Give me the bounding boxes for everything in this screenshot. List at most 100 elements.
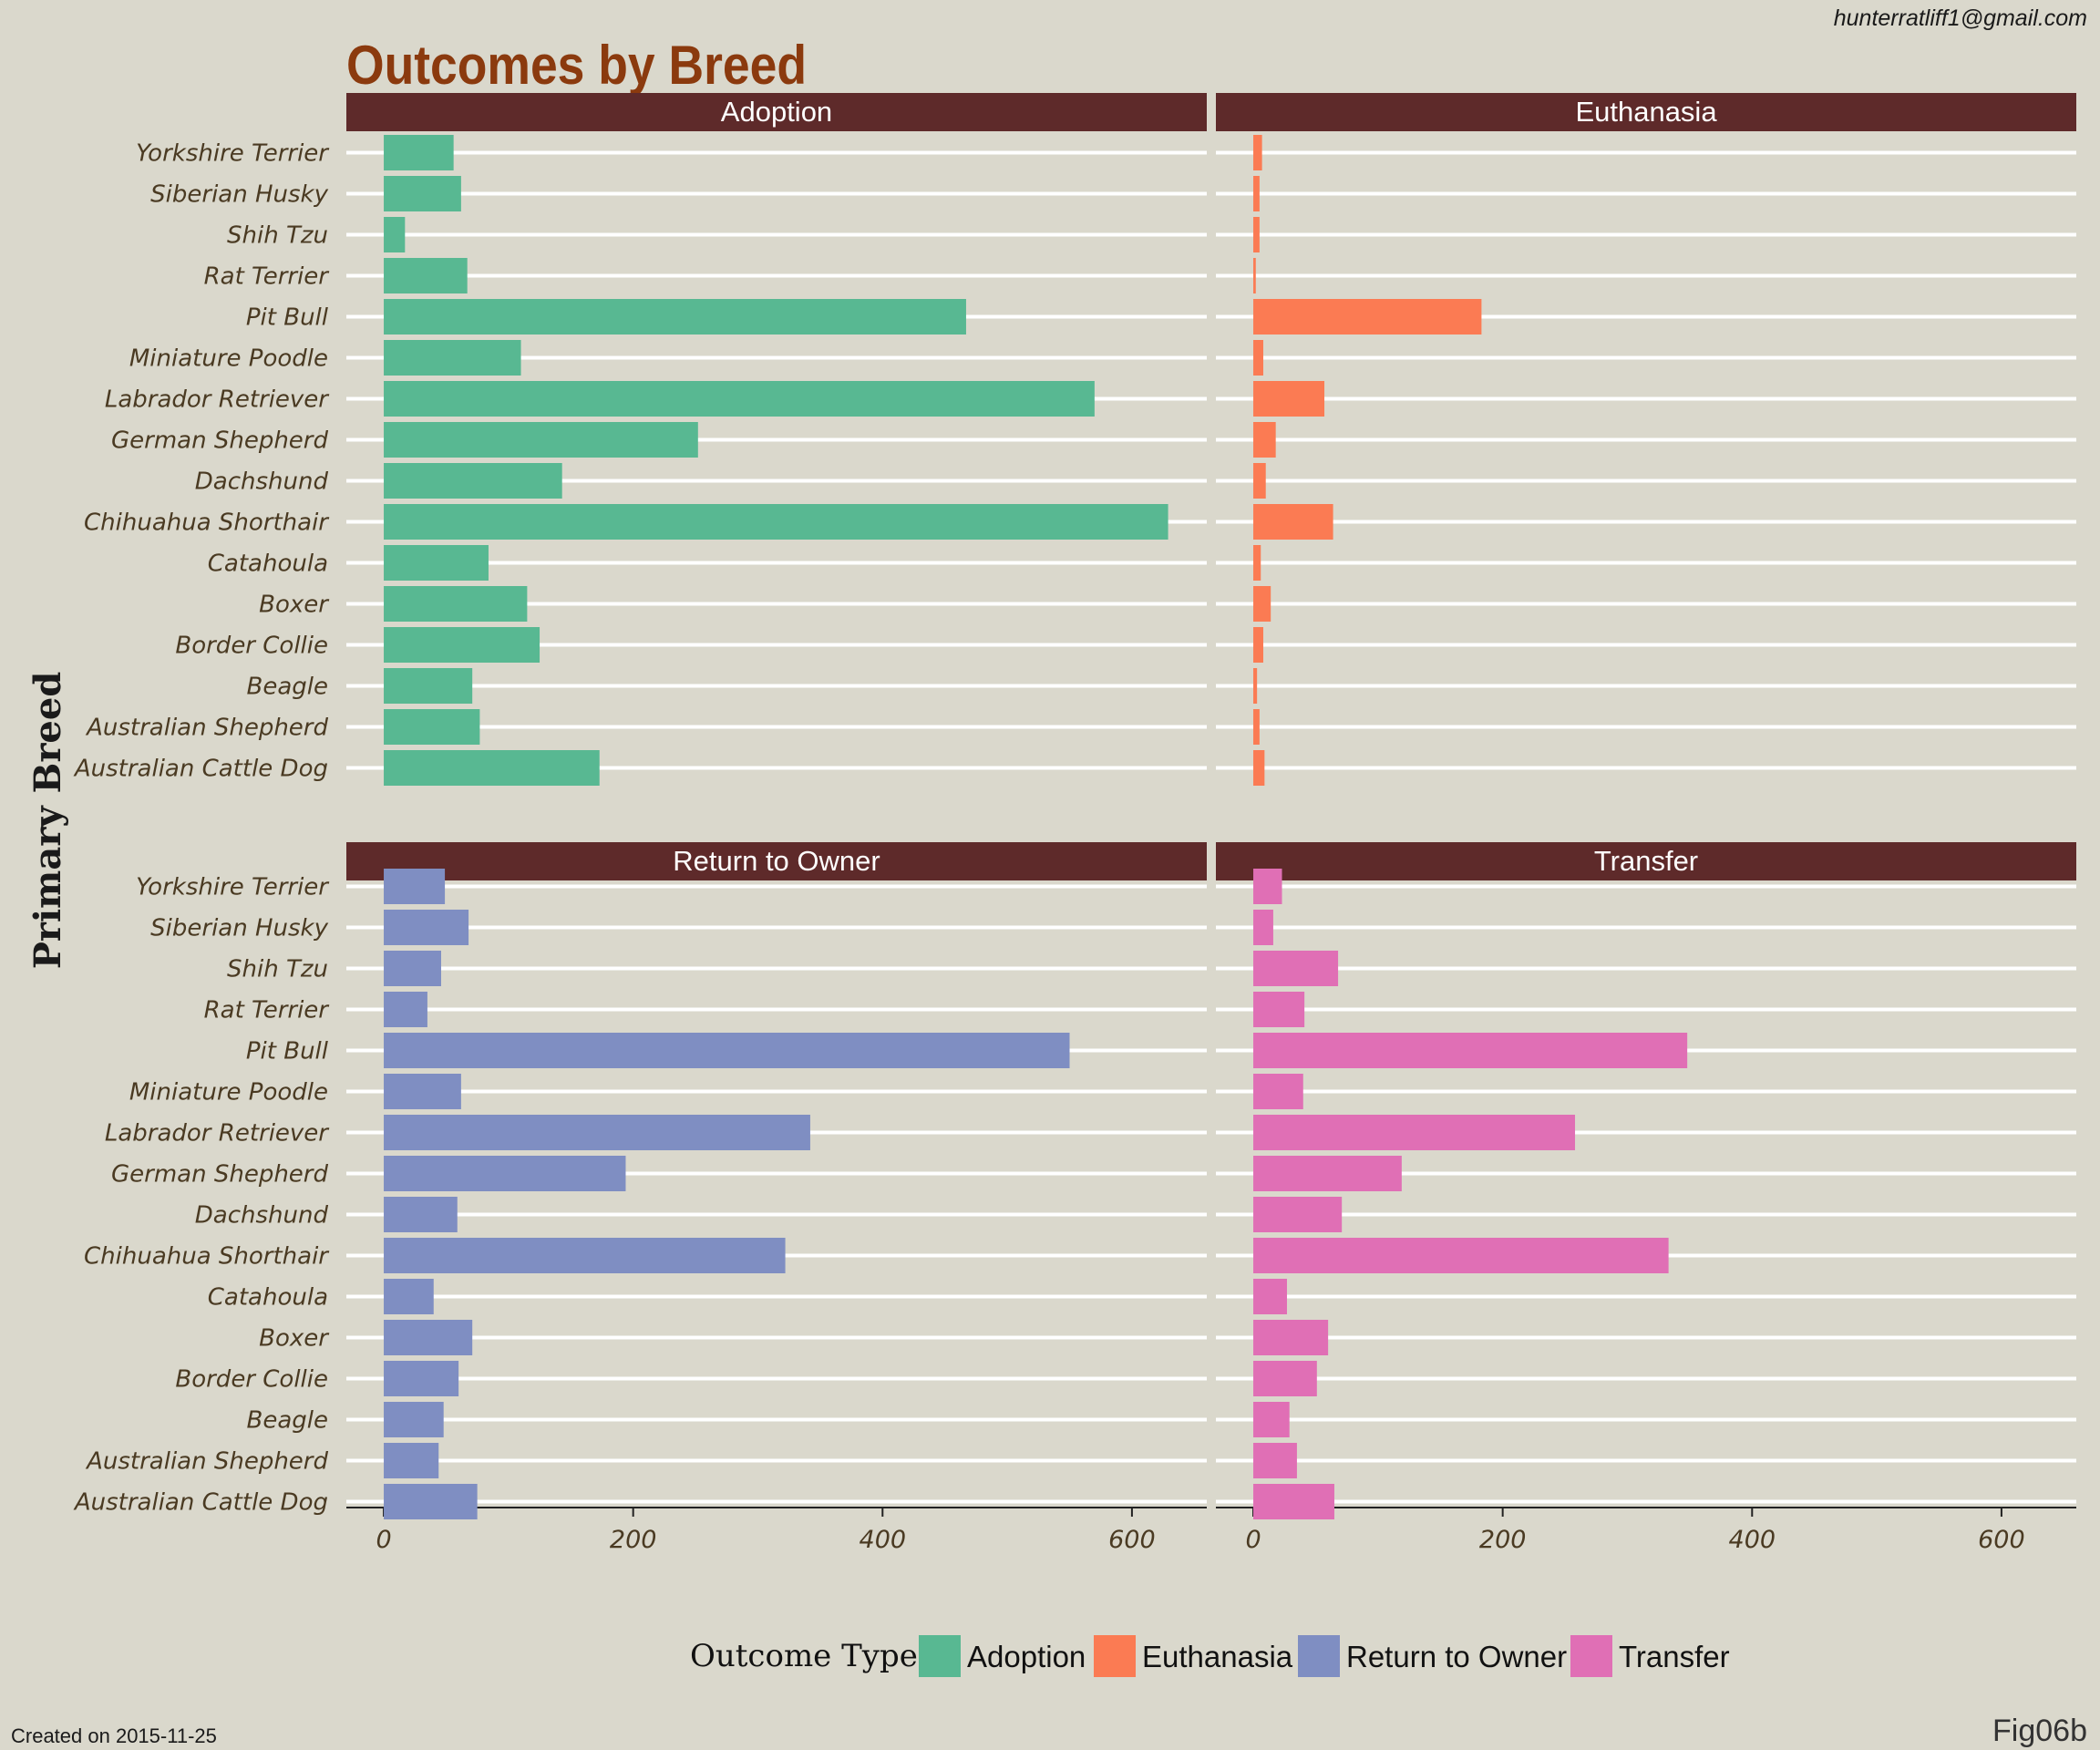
y-tick-label-boxer: Boxer	[259, 592, 330, 619]
chart-title: Outcomes by Breed	[346, 35, 807, 96]
bar-return-to-owner-catahoula	[384, 1279, 434, 1314]
bar-transfer-german-shepherd	[1253, 1156, 1402, 1191]
bar-adoption-chihuahua-shorthair	[384, 504, 1168, 540]
bar-adoption-german-shepherd	[384, 422, 698, 458]
bar-euthanasia-rat-terrier	[1253, 258, 1256, 293]
bar-return-to-owner-chihuahua-shorthair	[384, 1238, 786, 1273]
bar-adoption-shih-tzu	[384, 217, 406, 252]
y-tick-label-australian-shepherd: Australian Shepherd	[85, 1448, 328, 1476]
y-tick-label-chihuahua-shorthair: Chihuahua Shorthair	[84, 1243, 330, 1271]
legend: Outcome Type Adoption Euthanasia Return to…	[690, 1635, 1730, 1677]
y-tick-label-siberian-husky: Siberian Husky	[150, 181, 328, 209]
facet-strip-euthanasia	[1216, 93, 2076, 131]
y-tick-label-german-shepherd: German Shepherd	[111, 1161, 328, 1189]
bar-transfer-border-collie	[1253, 1361, 1317, 1396]
legend-swatch-adoption	[919, 1635, 961, 1677]
y-tick-label-beagle: Beagle	[247, 674, 329, 701]
bar-euthanasia-miniature-poodle	[1253, 340, 1263, 376]
x-tick-label-transfer-400: 400	[1729, 1526, 1776, 1554]
y-tick-label-dachshund: Dachshund	[195, 1202, 329, 1230]
bar-euthanasia-labrador-retriever	[1253, 381, 1325, 417]
bar-euthanasia-catahoula	[1253, 545, 1261, 581]
bar-euthanasia-siberian-husky	[1253, 176, 1260, 211]
bar-adoption-miniature-poodle	[384, 340, 521, 376]
x-tick-label-return-to-owner-0: 0	[376, 1526, 391, 1554]
bar-return-to-owner-border-collie	[384, 1361, 459, 1396]
bar-return-to-owner-boxer	[384, 1320, 473, 1355]
legend-title: Outcome Type	[690, 1638, 918, 1674]
y-tick-label-australian-shepherd: Australian Shepherd	[85, 715, 328, 742]
y-tick-label-border-collie: Border Collie	[175, 633, 328, 660]
bar-euthanasia-boxer	[1253, 586, 1271, 622]
bar-transfer-catahoula	[1253, 1279, 1287, 1314]
bar-euthanasia-chihuahua-shorthair	[1253, 504, 1333, 540]
y-tick-label-catahoula: Catahoula	[208, 1284, 328, 1312]
y-tick-label-border-collie: Border Collie	[175, 1366, 328, 1394]
facet-strip-return-to-owner	[346, 842, 1207, 880]
bar-return-to-owner-australian-cattle-dog	[384, 1484, 478, 1519]
bar-adoption-dachshund	[384, 463, 562, 499]
bar-transfer-siberian-husky	[1253, 910, 1273, 945]
bar-transfer-yorkshire-terrier	[1253, 869, 1282, 904]
bar-adoption-pit-bull	[384, 299, 966, 335]
bar-transfer-australian-cattle-dog	[1253, 1484, 1334, 1519]
legend-label-euthanasia: Euthanasia	[1142, 1640, 1293, 1673]
y-tick-label-yorkshire-terrier: Yorkshire Terrier	[136, 874, 330, 901]
bar-return-to-owner-beagle	[384, 1402, 444, 1437]
bar-adoption-australian-shepherd	[384, 709, 480, 745]
bar-transfer-beagle	[1253, 1402, 1290, 1437]
y-tick-label-miniature-poodle: Miniature Poodle	[129, 1079, 328, 1107]
y-tick-label-german-shepherd: German Shepherd	[111, 427, 328, 455]
bar-euthanasia-german-shepherd	[1253, 422, 1276, 458]
bar-adoption-rat-terrier	[384, 258, 468, 293]
facet-label-euthanasia: Euthanasia	[1575, 96, 1717, 128]
y-tick-label-australian-cattle-dog: Australian Cattle Dog	[73, 756, 328, 783]
bar-transfer-chihuahua-shorthair	[1253, 1238, 1669, 1273]
y-tick-label-rat-terrier: Rat Terrier	[204, 997, 331, 1024]
y-tick-label-labrador-retriever: Labrador Retriever	[105, 1120, 330, 1148]
facet-label-adoption: Adoption	[721, 96, 832, 128]
bar-euthanasia-beagle	[1253, 668, 1258, 704]
bar-adoption-catahoula	[384, 545, 489, 581]
created-date: Created on 2015-11-25	[11, 1724, 217, 1747]
y-tick-label-australian-cattle-dog: Australian Cattle Dog	[73, 1489, 328, 1517]
x-tick-label-transfer-600: 600	[1978, 1526, 2025, 1554]
y-tick-label-catahoula: Catahoula	[208, 551, 328, 578]
bar-return-to-owner-miniature-poodle	[384, 1074, 461, 1109]
x-tick-label-return-to-owner-200: 200	[610, 1526, 657, 1554]
y-tick-label-beagle: Beagle	[247, 1407, 329, 1435]
bar-transfer-rat-terrier	[1253, 992, 1305, 1027]
bar-return-to-owner-australian-shepherd	[384, 1443, 439, 1478]
bar-euthanasia-yorkshire-terrier	[1253, 135, 1262, 170]
bar-transfer-dachshund	[1253, 1197, 1343, 1232]
plot-area: Adoption Yorkshire Terrier Siberian Husky S…	[73, 93, 2076, 1554]
x-tick-label-return-to-owner-600: 600	[1108, 1526, 1156, 1554]
bar-adoption-boxer	[384, 586, 528, 622]
bar-adoption-yorkshire-terrier	[384, 135, 454, 170]
legend-label-transfer: Transfer	[1619, 1640, 1730, 1673]
x-tick-label-transfer-0: 0	[1245, 1526, 1261, 1554]
legend-swatch-transfer	[1570, 1635, 1612, 1677]
bar-return-to-owner-rat-terrier	[384, 992, 427, 1027]
facet-strip-transfer	[1216, 842, 2076, 880]
bar-adoption-beagle	[384, 668, 473, 704]
y-tick-label-shih-tzu: Shih Tzu	[227, 222, 328, 250]
figure-tag: Fig06b	[1992, 1714, 2087, 1748]
legend-label-adoption: Adoption	[967, 1640, 1086, 1673]
legend-swatch-euthanasia	[1094, 1635, 1136, 1677]
facet-label-return-to-owner: Return to Owner	[673, 845, 880, 877]
bar-return-to-owner-shih-tzu	[384, 951, 441, 986]
y-tick-label-shih-tzu: Shih Tzu	[227, 956, 328, 983]
bar-transfer-pit-bull	[1253, 1033, 1688, 1068]
bar-euthanasia-australian-shepherd	[1253, 709, 1260, 745]
bar-transfer-miniature-poodle	[1253, 1074, 1303, 1109]
y-tick-label-miniature-poodle: Miniature Poodle	[129, 345, 328, 373]
y-tick-label-labrador-retriever: Labrador Retriever	[105, 386, 330, 414]
y-tick-label-yorkshire-terrier: Yorkshire Terrier	[136, 140, 330, 168]
bar-euthanasia-shih-tzu	[1253, 217, 1260, 252]
y-tick-label-dachshund: Dachshund	[195, 468, 329, 496]
bar-transfer-shih-tzu	[1253, 951, 1339, 986]
bar-return-to-owner-labrador-retriever	[384, 1115, 810, 1150]
bar-adoption-siberian-husky	[384, 176, 461, 211]
author-email: hunterratliff1@gmail.com	[1834, 5, 2087, 31]
